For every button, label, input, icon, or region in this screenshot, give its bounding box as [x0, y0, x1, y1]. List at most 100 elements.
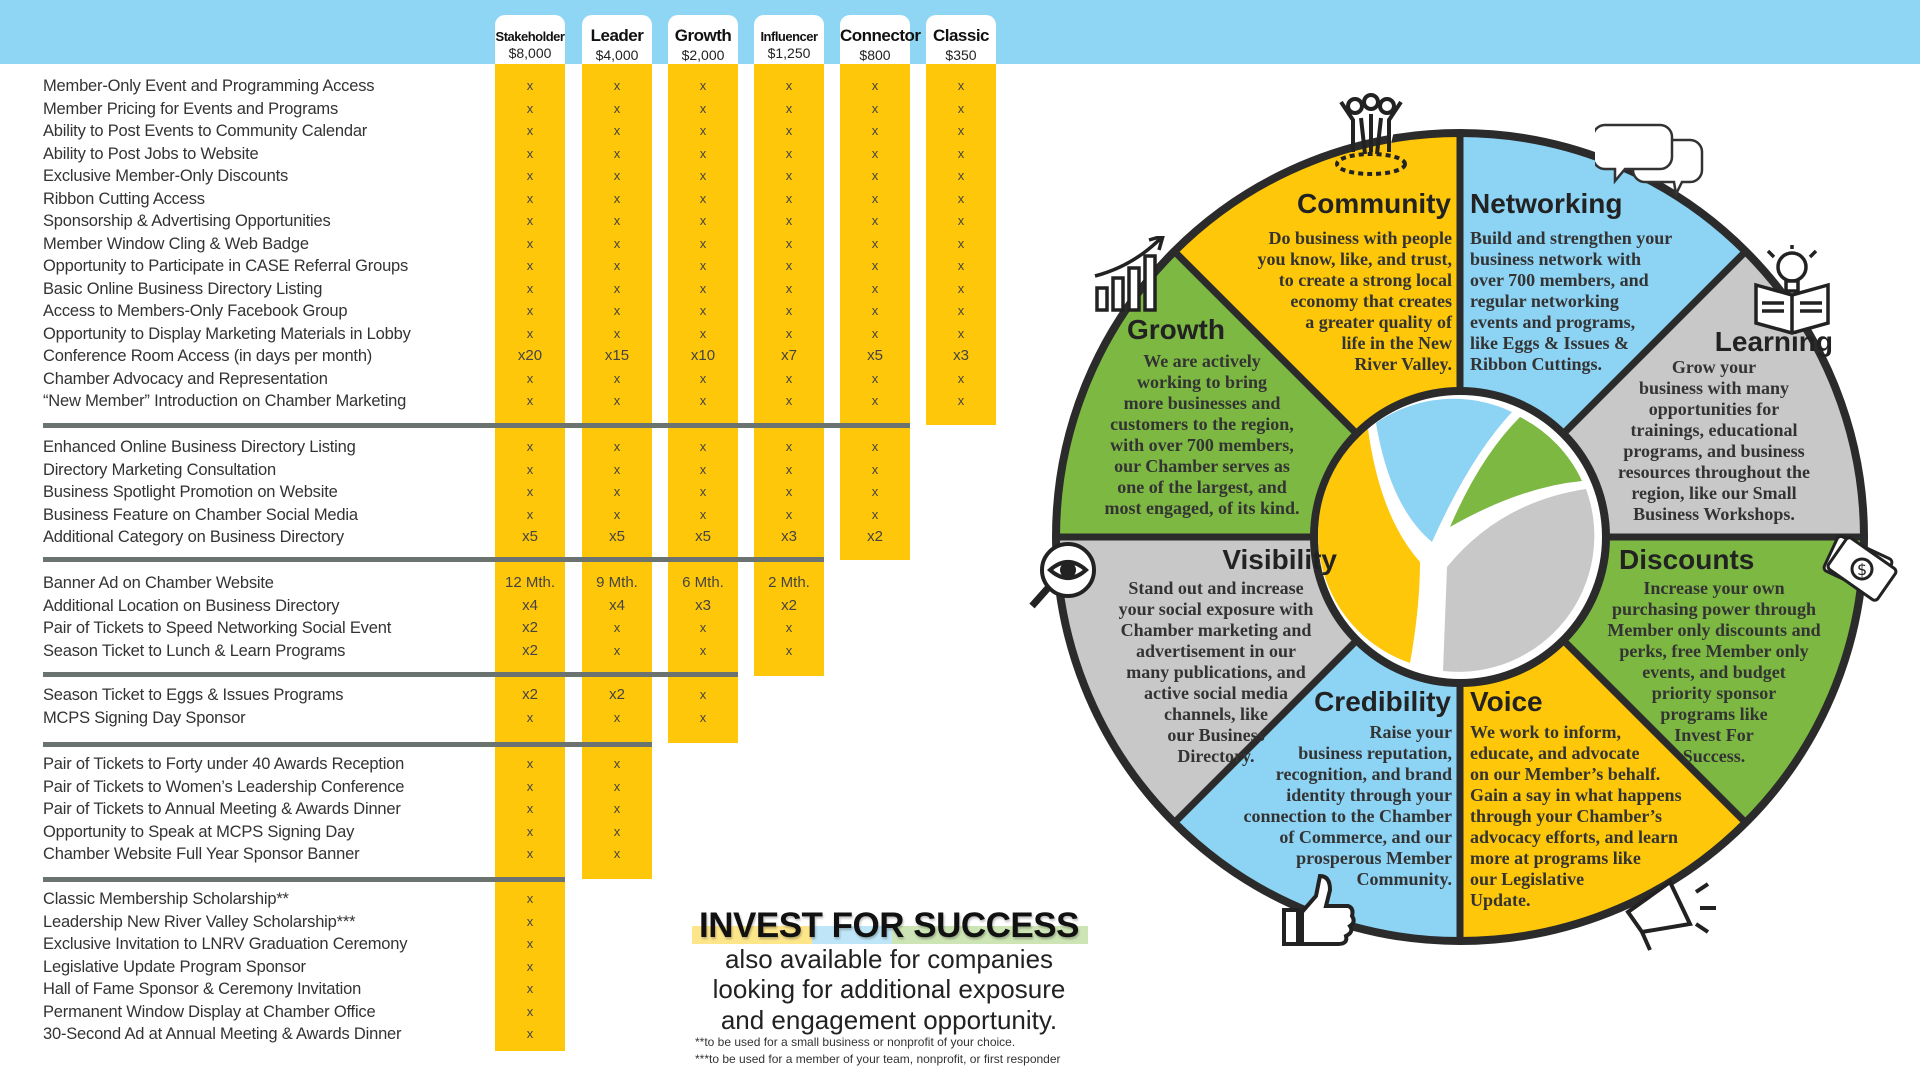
benefit-value: x: [957, 258, 965, 273]
benefit-value: x: [871, 235, 879, 251]
benefit-value: x: [871, 439, 879, 454]
svg-text:$: $: [1857, 560, 1867, 579]
benefit-value: x: [613, 756, 621, 771]
benefit-value: x: [526, 303, 534, 318]
benefit-value: x: [957, 303, 965, 318]
benefit-label: Exclusive Member-Only Discounts: [43, 167, 289, 185]
benefit-value: x: [957, 370, 965, 386]
benefit-value: x10: [690, 347, 716, 364]
benefit-value: x: [613, 100, 621, 116]
benefit-label: Chamber Advocacy and Representation: [43, 369, 328, 388]
benefit-value: x: [613, 145, 621, 161]
benefit-value: x: [699, 370, 707, 386]
benefit-value: x: [699, 168, 707, 183]
tier-price: $1,250: [767, 45, 811, 61]
benefit-value: x: [613, 620, 621, 635]
benefit-value: x: [699, 620, 707, 635]
benefit-value: x: [871, 168, 879, 183]
benefit-value: x3: [781, 528, 797, 545]
benefit-label: MCPS Signing Day Sponsor: [43, 708, 246, 727]
wheel-divider: [1560, 637, 1749, 826]
benefit-label: Business Spotlight Promotion on Website: [43, 483, 338, 501]
benefit-label: Basic Online Business Directory Listing: [43, 279, 323, 298]
benefit-value: x: [613, 484, 621, 499]
wheel-segment-discounts: [1563, 537, 1864, 823]
benefit-value: x: [785, 123, 793, 138]
benefit-label: Member Window Cling & Web Badge: [43, 234, 309, 253]
benefit-label: 30-Second Ad at Annual Meeting & Awards …: [43, 1025, 402, 1043]
benefit-value: x: [785, 506, 793, 522]
benefit-value: x: [526, 756, 534, 771]
tier-column-influencer: [754, 64, 824, 676]
benefit-value: x: [699, 393, 707, 408]
benefit-value: x: [785, 642, 793, 658]
benefit-value: x: [871, 213, 879, 228]
segment-title-voice: Voice: [1470, 686, 1543, 717]
tier-column-classic: [926, 64, 996, 425]
benefit-value: x: [526, 168, 534, 183]
benefit-value: x: [871, 280, 879, 296]
people-group-icon: [1331, 92, 1441, 192]
tier-price: $8,000: [508, 45, 552, 61]
chamber-logo-icon: [1318, 398, 1595, 672]
segment-title-visibility: Visibility: [1222, 544, 1337, 575]
benefit-label: Member-Only Event and Programming Access: [43, 77, 375, 95]
tier-price: $800: [859, 47, 891, 63]
benefit-label: Hall of Fame Sponsor & Ceremony Invitati…: [43, 980, 362, 998]
benefit-value: x: [526, 778, 534, 794]
benefit-value: x: [957, 123, 965, 138]
benefit-value: x: [785, 168, 793, 183]
benefit-label: Season Ticket to Lunch & Learn Programs: [43, 641, 346, 660]
benefit-value: x: [613, 303, 621, 318]
wheel-segment-visibility: [1056, 537, 1357, 823]
benefit-value: x: [871, 258, 879, 273]
benefit-value: x5: [609, 528, 625, 545]
benefit-label: Ribbon Cutting Access: [43, 189, 205, 208]
tier-column-connector: [840, 64, 910, 560]
benefit-value: x: [526, 484, 534, 499]
benefit-value: x: [613, 370, 621, 386]
benefit-label: Pair of Tickets to Speed Networking Soci…: [43, 619, 392, 637]
benefit-label: Conference Room Access (in days per mont…: [43, 347, 373, 365]
benefit-value: x5: [867, 347, 883, 364]
benefit-value: x: [871, 190, 879, 206]
benefit-value: x: [785, 100, 793, 116]
growth-chart-icon: [1093, 233, 1203, 336]
lightbulb-book-icon: [1748, 245, 1858, 345]
speech-bubbles-icon: [1591, 120, 1705, 220]
tier-price: $350: [945, 47, 977, 63]
benefit-label: Pair of Tickets to Forty under 40 Awards…: [43, 755, 405, 773]
benefit-value: x: [785, 78, 793, 93]
benefit-value: x: [871, 78, 879, 93]
benefit-value: x2: [522, 686, 538, 703]
segment-title-learning: Learning: [1714, 326, 1833, 357]
benefit-value: x: [613, 235, 621, 251]
benefit-value: x: [613, 190, 621, 206]
benefit-value: x: [526, 190, 534, 206]
benefit-value: x: [785, 190, 793, 206]
benefit-value: x: [871, 325, 879, 341]
benefit-value: x20: [517, 347, 543, 364]
benefit-label: Exclusive Invitation to LNRV Graduation …: [43, 935, 408, 953]
benefit-value: x: [785, 393, 793, 408]
benefit-value: x: [871, 370, 879, 386]
benefit-label: Enhanced Online Business Directory Listi…: [43, 438, 356, 456]
segment-body-visibility: Stand out and increase your social expos…: [1118, 578, 1314, 766]
benefit-value: x: [613, 778, 621, 794]
segment-body-discounts: Increase your own purchasing power throu…: [1607, 578, 1821, 766]
benefit-value: x: [699, 439, 707, 454]
benefit-value: x7: [781, 347, 797, 364]
benefit-value: x: [526, 801, 534, 816]
benefit-value: x: [957, 100, 965, 116]
benefit-value: x: [526, 958, 534, 974]
benefit-value: x: [785, 325, 793, 341]
benefit-value: x: [613, 823, 621, 839]
benefit-value: x: [526, 78, 534, 93]
benefit-value: x: [871, 484, 879, 499]
section-divider: [43, 672, 738, 677]
benefit-value: x2: [522, 619, 538, 636]
benefit-label: Additional Location on Business Director…: [43, 596, 340, 615]
section-divider: [43, 557, 824, 562]
benefit-value: x: [613, 325, 621, 341]
benefit-value: x: [526, 280, 534, 296]
